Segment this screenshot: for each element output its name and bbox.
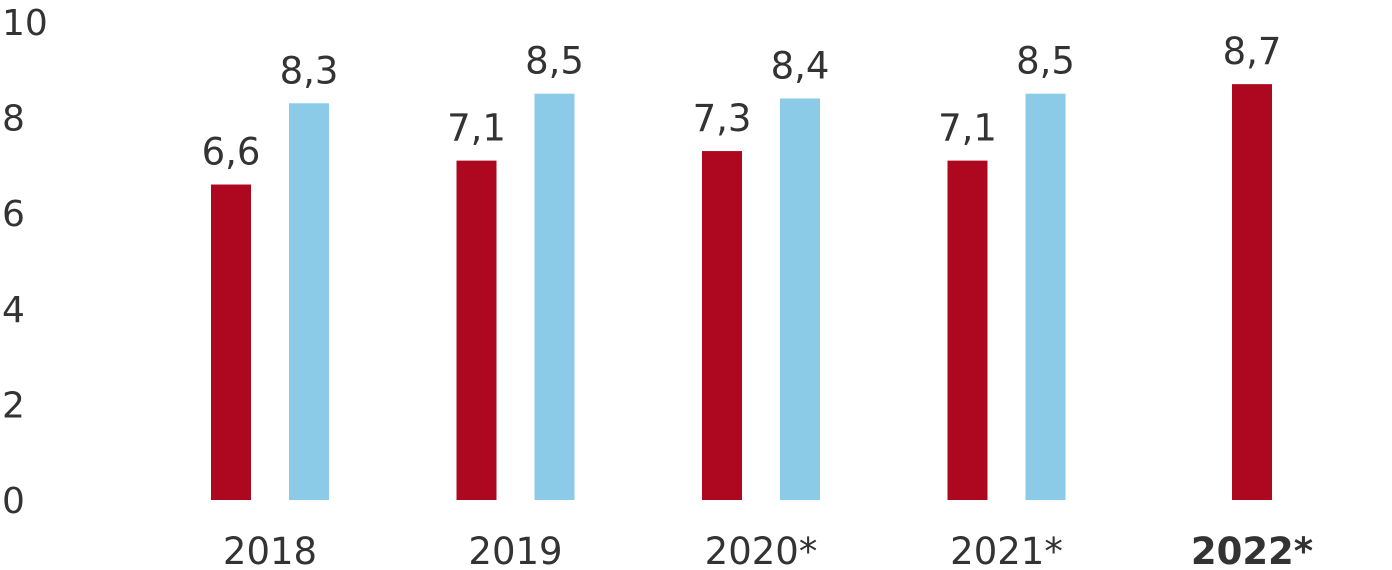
y-tick-label: 0 (2, 481, 25, 522)
bar-series-1-2019 (534, 93, 575, 500)
y-tick-label: 2 (2, 385, 25, 426)
data-label-series-1-2018: 8,3 (280, 49, 339, 92)
bars (211, 84, 1272, 500)
data-label-series-0-2021*: 7,1 (938, 107, 997, 150)
x-category-label: 2018 (223, 530, 317, 570)
bar-series-1-2021* (1025, 93, 1066, 500)
y-tick-label: 10 (2, 3, 48, 44)
data-label-series-1-2021*: 8,5 (1016, 40, 1075, 83)
data-label-series-1-2020*: 8,4 (771, 44, 830, 87)
x-category-label: 2020* (705, 530, 818, 570)
x-category-label: 2021* (950, 530, 1063, 570)
bar-series-0-2021* (947, 160, 988, 500)
bar-series-0-2022* (1232, 84, 1272, 500)
y-tick-label: 6 (2, 194, 25, 235)
bar-series-1-2020* (780, 98, 820, 500)
bar-series-0-2018 (211, 184, 251, 500)
data-label-series-1-2019: 8,5 (525, 40, 584, 83)
data-labels: 6,6 8,3 7,1 8,5 7,3 8,4 7,1 8,5 8,7 (202, 30, 1282, 173)
y-tick-label: 8 (2, 99, 25, 140)
bar-series-1-2018 (289, 103, 329, 500)
data-label-series-0-2020*: 7,3 (693, 97, 752, 140)
bar-series-0-2019 (456, 160, 497, 500)
y-axis: 0 2 4 6 8 10 (2, 3, 48, 522)
x-category-label: 2022* (1191, 530, 1313, 570)
bar-series-0-2020* (702, 151, 742, 500)
data-label-series-0-2018: 6,6 (202, 131, 261, 174)
x-axis: 2018 2019 2020* 2021* 2022* (223, 530, 1313, 570)
y-tick-label: 4 (2, 290, 25, 331)
data-label-series-0-2019: 7,1 (447, 107, 506, 150)
x-category-label: 2019 (468, 530, 562, 570)
data-label-series-0-2022*: 8,7 (1223, 30, 1282, 73)
